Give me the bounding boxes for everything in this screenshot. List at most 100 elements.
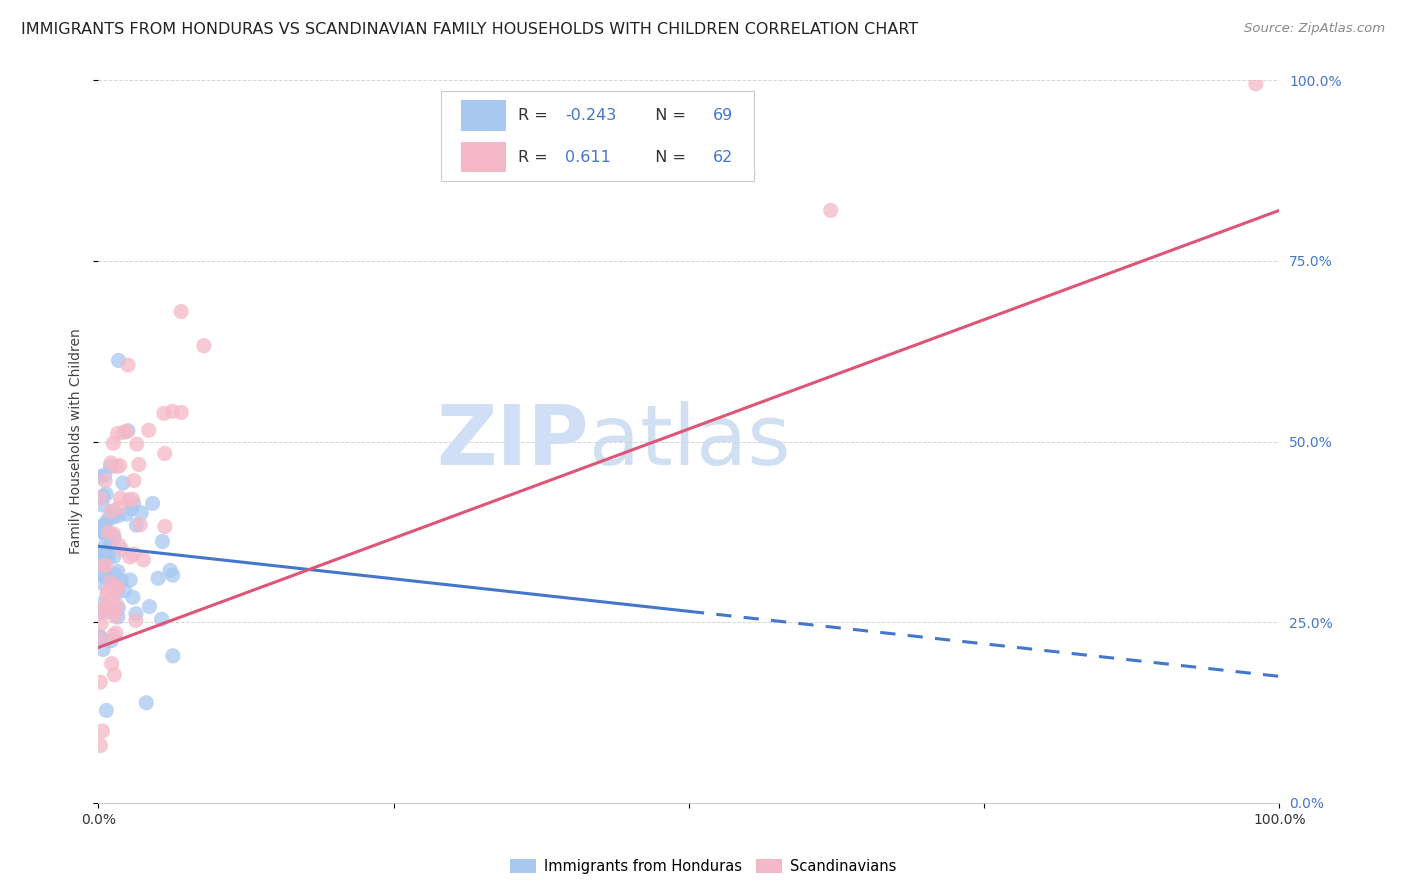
- Point: [100, 505, 122, 519]
- Point: [89, 541, 111, 556]
- Point: [103, 605, 125, 619]
- Point: [89, 630, 111, 644]
- Point: [97, 600, 120, 615]
- Point: [122, 547, 145, 561]
- Point: [91, 498, 114, 512]
- Text: 69: 69: [713, 108, 733, 123]
- Point: [89, 553, 111, 567]
- Point: [129, 506, 152, 520]
- Point: [138, 599, 160, 614]
- Point: [105, 598, 128, 612]
- Point: [104, 626, 127, 640]
- Point: [97, 541, 120, 555]
- Point: [122, 591, 145, 605]
- Point: [737, 167, 759, 181]
- Point: [152, 534, 174, 549]
- Point: [135, 696, 157, 710]
- Point: [107, 508, 129, 523]
- Point: [146, 571, 169, 585]
- Point: [114, 583, 136, 598]
- Point: [125, 607, 148, 621]
- Point: [125, 518, 148, 533]
- Point: [108, 538, 131, 552]
- Point: [94, 487, 117, 501]
- Point: [89, 739, 111, 753]
- Text: R =: R =: [517, 150, 558, 164]
- Point: [90, 597, 112, 611]
- Point: [118, 549, 141, 564]
- Point: [100, 538, 122, 552]
- Point: [90, 575, 112, 590]
- Point: [128, 458, 150, 472]
- Point: [100, 657, 122, 671]
- Point: [97, 524, 120, 539]
- Point: [162, 648, 184, 663]
- Point: [94, 570, 117, 584]
- Legend: Immigrants from Honduras, Scandinavians: Immigrants from Honduras, Scandinavians: [505, 854, 901, 880]
- Point: [193, 339, 215, 353]
- Point: [110, 491, 132, 505]
- Point: [89, 629, 111, 643]
- Text: ZIP: ZIP: [436, 401, 589, 482]
- Point: [110, 574, 132, 588]
- Point: [100, 591, 122, 606]
- Point: [91, 489, 114, 503]
- Point: [117, 358, 139, 372]
- Point: [103, 530, 125, 544]
- Point: [89, 604, 111, 618]
- Point: [150, 612, 173, 626]
- Text: 62: 62: [713, 150, 733, 164]
- Point: [153, 519, 176, 533]
- Point: [159, 563, 181, 577]
- Point: [91, 724, 114, 739]
- Point: [120, 501, 142, 516]
- Point: [91, 547, 114, 561]
- Point: [115, 507, 138, 521]
- Point: [90, 522, 112, 536]
- Y-axis label: Family Households with Children: Family Households with Children: [69, 328, 83, 555]
- Point: [91, 559, 114, 574]
- Point: [132, 553, 155, 567]
- Point: [111, 475, 134, 490]
- Point: [125, 437, 148, 451]
- Point: [97, 512, 120, 526]
- Point: [101, 510, 124, 524]
- FancyBboxPatch shape: [461, 142, 506, 172]
- Point: [125, 614, 148, 628]
- Point: [100, 575, 122, 590]
- Point: [94, 524, 117, 539]
- Point: [138, 423, 160, 437]
- Point: [820, 203, 842, 218]
- Text: IMMIGRANTS FROM HONDURAS VS SCANDINAVIAN FAMILY HOUSEHOLDS WITH CHILDREN CORRELA: IMMIGRANTS FROM HONDURAS VS SCANDINAVIAN…: [21, 22, 918, 37]
- Point: [142, 496, 165, 510]
- Point: [112, 425, 135, 440]
- Point: [105, 459, 128, 474]
- Point: [153, 446, 176, 460]
- Point: [91, 604, 114, 618]
- Point: [96, 587, 118, 601]
- Point: [115, 425, 138, 439]
- Point: [93, 525, 115, 540]
- Point: [107, 610, 129, 624]
- Point: [101, 628, 124, 642]
- Point: [94, 558, 117, 573]
- Point: [103, 668, 125, 682]
- FancyBboxPatch shape: [461, 100, 506, 130]
- Point: [107, 601, 129, 615]
- Point: [129, 517, 152, 532]
- Point: [107, 426, 129, 441]
- Point: [104, 567, 127, 582]
- Point: [89, 632, 111, 646]
- Point: [121, 492, 143, 507]
- Point: [103, 549, 125, 564]
- Point: [91, 642, 114, 657]
- Point: [170, 405, 193, 419]
- Text: R =: R =: [517, 108, 553, 123]
- Point: [170, 304, 193, 318]
- Text: atlas: atlas: [589, 401, 790, 482]
- Point: [90, 606, 112, 620]
- Point: [94, 600, 117, 615]
- Point: [103, 527, 125, 541]
- Point: [104, 609, 127, 624]
- Point: [96, 584, 118, 599]
